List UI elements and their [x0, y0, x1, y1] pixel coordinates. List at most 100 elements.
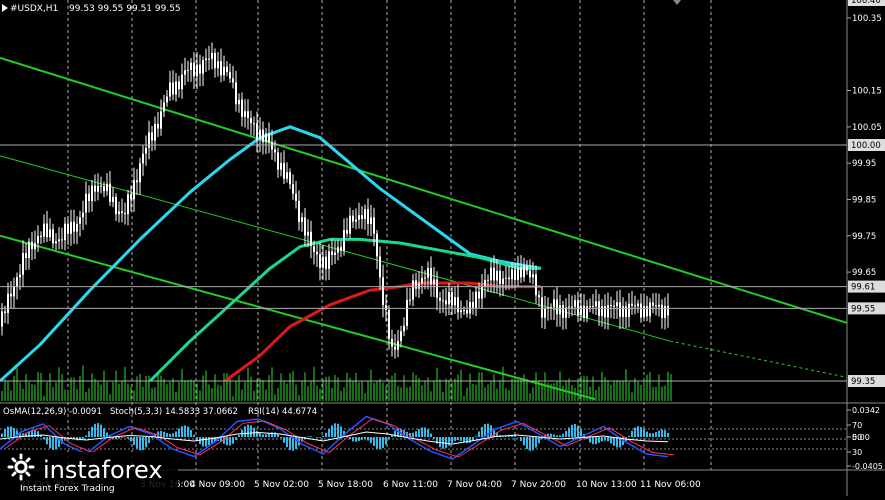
price-tag	[848, 139, 885, 151]
candle-body	[124, 213, 126, 215]
candle-body	[136, 180, 138, 183]
candle-body	[643, 306, 645, 318]
candle-body	[76, 223, 78, 232]
time-tick-label: 6 Nov 11:00	[383, 480, 438, 490]
indicator-tick-label: -0.0405	[852, 462, 883, 471]
candle-body	[82, 212, 84, 218]
candle-body	[454, 297, 456, 306]
logo-sun-icon	[7, 453, 35, 481]
candle-body	[448, 292, 450, 305]
candle-body	[415, 280, 417, 289]
candle-body	[298, 200, 300, 222]
candle-body	[226, 66, 228, 73]
price-tag	[848, 280, 885, 293]
candle-body	[328, 251, 330, 269]
candle-body	[547, 307, 549, 309]
candle-body	[589, 306, 591, 308]
candle-body	[34, 243, 36, 250]
candle-body	[232, 78, 234, 83]
candle-body	[64, 223, 66, 241]
candle-body	[73, 221, 75, 232]
channel-line	[0, 56, 848, 324]
collapse-arrow-icon[interactable]	[2, 4, 8, 12]
candle-body	[172, 82, 174, 95]
candle-body	[523, 265, 525, 278]
candle-body	[208, 58, 210, 60]
stoch-label: Stoch(5,3,3) 14.5833 37.0662	[110, 407, 238, 417]
candle-body	[439, 297, 441, 301]
candle-body	[451, 292, 453, 306]
candle-body	[286, 172, 288, 179]
channel-lines	[0, 56, 848, 401]
candle-body	[427, 268, 429, 278]
candle-body	[592, 306, 594, 308]
candle-body	[583, 305, 585, 318]
candle-body	[376, 233, 378, 257]
candle-body	[637, 303, 639, 307]
candle-body	[511, 269, 513, 280]
candle-body	[526, 265, 528, 271]
candle-body	[4, 311, 6, 314]
candle-body	[466, 310, 468, 314]
time-tick-label: 5 Nov 18:00	[318, 480, 373, 490]
candle-body	[25, 253, 27, 258]
candle-body	[499, 270, 501, 284]
candle-body	[196, 64, 198, 77]
candle-body	[97, 185, 99, 192]
candle-body	[67, 223, 69, 234]
candle-body	[634, 305, 636, 307]
candle-body	[442, 300, 444, 302]
candle-body	[412, 280, 414, 300]
candle-body	[568, 306, 570, 308]
candle-body	[259, 129, 261, 140]
candle-body	[244, 111, 246, 117]
candle-body	[202, 60, 204, 74]
price-tag	[848, 0, 885, 6]
rsi-line	[0, 431, 669, 445]
candle-body	[271, 142, 273, 150]
candle-body	[178, 81, 180, 90]
candle-body	[256, 123, 258, 140]
price-tick-label: 100.15	[852, 87, 882, 97]
candle-body	[109, 183, 111, 202]
candle-body	[370, 217, 372, 224]
candle-body	[334, 252, 336, 255]
scroll-marker-icon[interactable]	[673, 0, 681, 5]
candle-body	[43, 223, 45, 237]
candle-body	[112, 196, 114, 202]
price-tick-label: 100.05	[852, 123, 882, 133]
price-tag-label: 100.40	[851, 0, 881, 6]
candle-body	[7, 293, 9, 314]
indicator-panel: 0.0342 70 500.00 30 -0.0405	[0, 406, 883, 471]
candle-body	[631, 303, 633, 306]
candle-body	[1, 311, 3, 327]
candle-body	[181, 74, 183, 90]
candle-body	[205, 58, 207, 61]
candle-body	[364, 209, 366, 219]
candle-body	[319, 254, 321, 268]
candle-body	[190, 62, 192, 70]
candle-body	[361, 215, 363, 219]
price-axis: 100.35 100.15 100.05 99.95 99.85 99.75 99.65 10…	[847, 0, 885, 387]
candle-body	[505, 277, 507, 279]
candle-body	[214, 52, 216, 69]
candle-body	[373, 217, 375, 234]
candle-body	[619, 302, 621, 317]
candle-body	[358, 215, 360, 220]
price-tag	[848, 302, 885, 315]
candle-body	[31, 241, 33, 250]
candle-body	[343, 230, 345, 251]
candle-body	[346, 230, 348, 234]
candle-body	[382, 277, 384, 306]
candle-body	[154, 124, 156, 141]
candle-body	[145, 147, 147, 154]
candle-body	[16, 277, 18, 287]
stoch-signal-line	[5, 418, 675, 458]
candle-body	[424, 277, 426, 279]
candle-body	[187, 69, 189, 71]
candle-body	[337, 247, 339, 253]
candle-body	[481, 286, 483, 299]
candle-body	[313, 246, 315, 252]
